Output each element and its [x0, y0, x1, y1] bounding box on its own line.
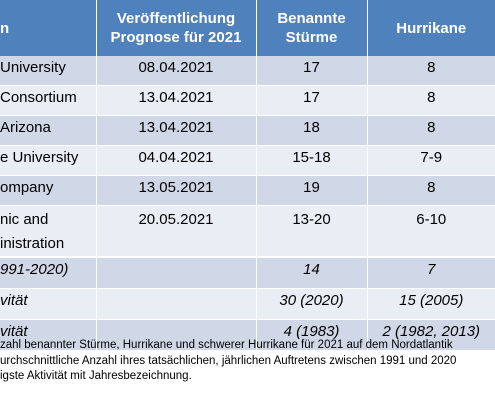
- summary-label: vität: [0, 288, 97, 320]
- header-hurricanes: Hurrikane: [367, 0, 495, 56]
- row-hurricanes: 6-10: [367, 205, 495, 258]
- row-date: 04.04.2021: [96, 145, 257, 176]
- row-hurricanes: 8: [367, 175, 495, 206]
- summary-date: [96, 288, 257, 320]
- row-hurricanes: 8: [367, 56, 495, 86]
- table-header-row: n Veröffentlichung Prognose für 2021 Ben…: [0, 0, 495, 56]
- summary-label: 991-2020): [0, 256, 97, 289]
- summary-row-average: 991-2020) 14 7: [0, 256, 495, 289]
- table-row: e University 04.04.2021 15-18 7-9: [0, 145, 495, 176]
- row-storms: 19: [256, 175, 368, 206]
- footnote-line: zahl benannter Stürme, Hurrikane und sch…: [0, 339, 453, 351]
- table-row: nic and inistration 20.05.2021 13-20 6-1…: [0, 205, 495, 258]
- header-publication-date: Veröffentlichung Prognose für 2021: [96, 0, 257, 56]
- table-footnote: zahl benannter Stürme, Hurrikane und sch…: [0, 338, 495, 385]
- summary-hurricanes: 7: [367, 256, 495, 289]
- summary-hurricanes: 15 (2005): [367, 288, 495, 320]
- summary-storms: 4 (1983): [256, 319, 368, 351]
- row-hurricanes: 8: [367, 85, 495, 116]
- summary-date: [96, 319, 257, 351]
- row-storms: 17: [256, 85, 368, 116]
- row-hurricanes: 8: [367, 115, 495, 146]
- footnote-line: urchschnittliche Anzahl ihres tatsächlic…: [0, 354, 457, 367]
- row-storms: 15-18: [256, 145, 368, 176]
- summary-storms: 14: [256, 256, 368, 289]
- row-hurricanes: 7-9: [367, 145, 495, 176]
- row-storms: 18: [256, 115, 368, 146]
- row-source: ompany: [0, 175, 97, 206]
- footnote-line: igste Aktivität mit Jahresbezeichnung.: [0, 370, 192, 382]
- row-storms: 17: [256, 56, 368, 86]
- summary-hurricanes: 2 (1982, 2013): [367, 319, 495, 351]
- row-source: Arizona: [0, 115, 97, 146]
- forecast-table: n Veröffentlichung Prognose für 2021 Ben…: [0, 0, 495, 351]
- summary-date: [96, 256, 257, 289]
- table-row: University 08.04.2021 17 8: [0, 56, 495, 86]
- row-date: 13.04.2021: [96, 115, 257, 146]
- row-date: 13.04.2021: [96, 85, 257, 116]
- table-row: Consortium 13.04.2021 17 8: [0, 85, 495, 116]
- summary-row-min: vität 4 (1983) 2 (1982, 2013): [0, 319, 495, 351]
- row-source: University: [0, 56, 97, 86]
- row-storms: 13-20: [256, 205, 368, 258]
- row-date: 20.05.2021: [96, 205, 257, 258]
- header-source: n: [0, 0, 97, 56]
- summary-storms: 30 (2020): [256, 288, 368, 320]
- row-date: 13.05.2021: [96, 175, 257, 206]
- summary-label: vität: [0, 319, 97, 351]
- header-named-storms: Benannte Stürme: [256, 0, 368, 56]
- row-source: Consortium: [0, 85, 97, 116]
- row-source: e University: [0, 145, 97, 176]
- row-source: nic and inistration: [0, 205, 97, 258]
- row-date: 08.04.2021: [96, 56, 257, 86]
- summary-row-max: vität 30 (2020) 15 (2005): [0, 288, 495, 320]
- table-row: ompany 13.05.2021 19 8: [0, 175, 495, 206]
- table-row: Arizona 13.04.2021 18 8: [0, 115, 495, 146]
